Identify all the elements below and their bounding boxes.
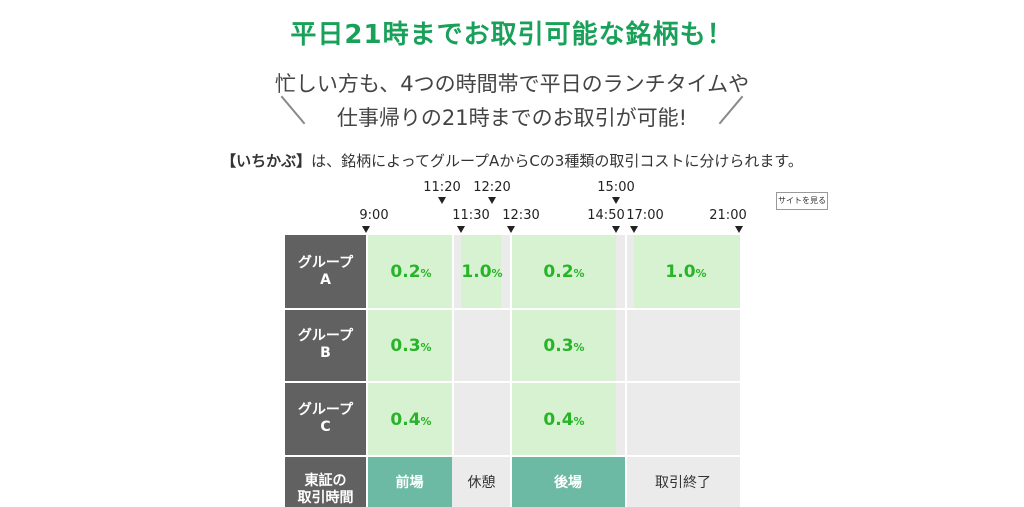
trading-cost-table: グループ A グループ B グループ C 東証の 取引時間 前場 休憩 後場 取…: [285, 235, 740, 507]
rate-b-afternoon: 0.3%: [543, 336, 585, 356]
time-label-1220: 12:20: [473, 180, 511, 195]
rate-a-morning: 0.2%: [390, 262, 432, 282]
column-divider: [625, 235, 627, 507]
group-a-evening-cell: [634, 235, 740, 308]
session-break: 休憩: [453, 457, 510, 507]
time-marker-1120: [438, 197, 446, 204]
description: 【いちかぶ】は、銘柄によってグループAからCの3種類の取引コストに分けられます。: [0, 150, 1024, 171]
time-marker-1700: [630, 226, 638, 233]
time-marker-2100: [735, 226, 743, 233]
time-label-1450: 14:50: [587, 208, 625, 223]
time-marker-1130: [457, 226, 465, 233]
time-label-2100: 21:00: [709, 208, 747, 223]
session-afternoon: 後場: [511, 457, 625, 507]
group-a-afternoon-cell: [511, 235, 616, 308]
time-label-0900: 9:00: [359, 208, 389, 223]
time-marker-1450: [612, 226, 620, 233]
rate-c-afternoon: 0.4%: [543, 410, 585, 430]
session-header: 東証の 取引時間: [285, 457, 366, 507]
rate-a-afternoon: 0.2%: [543, 262, 585, 282]
time-label-1120: 11:20: [423, 180, 461, 195]
column-divider: [510, 235, 512, 507]
row-divider: [285, 381, 740, 383]
group-b-morning-cell: [367, 309, 452, 381]
time-marker-1500: [612, 197, 620, 204]
rate-a-lunch: 1.0%: [461, 262, 503, 282]
time-label-1130: 11:30: [452, 208, 490, 223]
time-marker-1230: [507, 226, 515, 233]
session-morning: 前場: [367, 457, 452, 507]
brand-name: 【いちかぶ】: [221, 152, 312, 170]
group-c-header: グループ C: [285, 383, 366, 455]
group-a-lunch-cell: [461, 235, 501, 308]
group-c-afternoon-cell: [511, 383, 616, 455]
group-b-header: グループ B: [285, 309, 366, 381]
page-title: 平日21時までお取引可能な銘柄も！: [290, 20, 734, 50]
time-label-1500: 15:00: [597, 180, 635, 195]
time-marker-1220: [488, 197, 496, 204]
time-label-1230: 12:30: [502, 208, 540, 223]
time-marker-0900: [362, 226, 370, 233]
rate-b-morning: 0.3%: [390, 336, 432, 356]
group-c-morning-cell: [367, 383, 452, 455]
row-divider: [285, 308, 740, 310]
group-a-morning-cell: [367, 235, 452, 308]
group-b-afternoon-cell: [511, 309, 616, 381]
description-text: は、銘柄によってグループAからCの3種類の取引コストに分けられます。: [311, 152, 803, 170]
view-site-button[interactable]: サイトを見る: [776, 192, 828, 210]
column-divider: [366, 235, 368, 507]
subtitle-line-2: 仕事帰りの21時までのお取引が可能!: [336, 106, 688, 130]
column-divider: [452, 235, 454, 457]
group-a-header: グループ A: [285, 235, 366, 308]
session-closed: 取引終了: [626, 457, 740, 507]
subtitle-line-1: 忙しい方も、4つの時間帯で平日のランチタイムや: [274, 72, 750, 96]
rate-c-morning: 0.4%: [390, 410, 432, 430]
row-divider: [285, 455, 740, 457]
rate-a-evening: 1.0%: [665, 262, 707, 282]
time-label-1700: 17:00: [626, 208, 664, 223]
